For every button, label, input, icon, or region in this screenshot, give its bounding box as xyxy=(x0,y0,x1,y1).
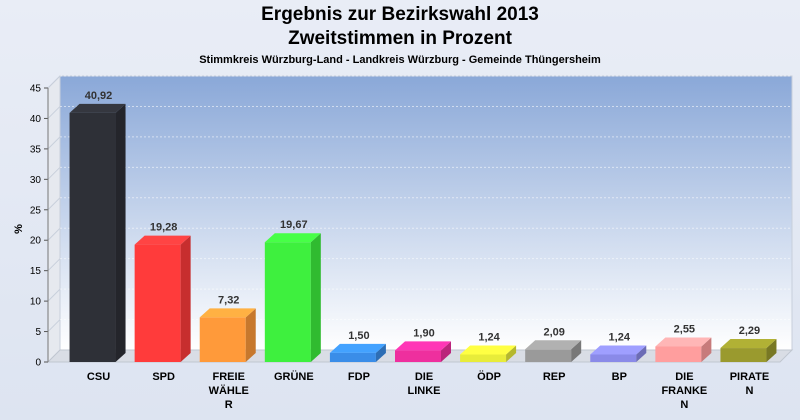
y-tick-label: 45 xyxy=(30,84,42,95)
grid-line-side xyxy=(47,106,61,119)
bar-value-label: 19,28 xyxy=(150,222,178,234)
y-tick-label: 40 xyxy=(30,114,42,125)
grid-line-side xyxy=(47,319,61,332)
y-tick-label: 20 xyxy=(30,236,42,247)
y-tick-label: 30 xyxy=(30,175,42,186)
category-label: PIRATE N xyxy=(730,371,770,397)
bar-front xyxy=(329,352,376,362)
bar-side xyxy=(636,345,647,362)
bar-top xyxy=(264,233,321,243)
bar-value-label: 40,92 xyxy=(85,90,113,102)
bar-front xyxy=(199,317,246,362)
category-label: FDP xyxy=(348,371,370,383)
y-tick-label: 0 xyxy=(35,358,41,369)
bar xyxy=(264,233,321,362)
bar-front xyxy=(460,354,507,362)
bar-top xyxy=(590,345,647,355)
bar-top xyxy=(720,339,777,349)
category-label: SPD xyxy=(152,371,175,383)
bar-front xyxy=(720,348,767,362)
bar-side xyxy=(375,343,386,362)
bar-top xyxy=(69,103,126,113)
bar-value-label: 1,24 xyxy=(478,331,500,343)
bar-side xyxy=(571,340,582,362)
bar-top xyxy=(655,337,712,347)
chart-title-line2: Zweitstimmen in Prozent xyxy=(288,28,512,49)
bar-side xyxy=(506,345,517,362)
y-tick-label: 35 xyxy=(30,144,42,155)
bar-top xyxy=(525,340,582,350)
category-label: FREIE WÄHLE R xyxy=(209,371,249,411)
bar-front xyxy=(264,242,311,362)
category-label: ÖDP xyxy=(477,370,501,383)
category-label: BP xyxy=(612,371,627,383)
y-tick-label: 10 xyxy=(30,297,42,308)
bar-value-label: 2,55 xyxy=(674,323,695,335)
category-label: REP xyxy=(543,371,566,383)
bar xyxy=(69,103,126,363)
bar-front xyxy=(655,346,702,362)
bar-side xyxy=(180,235,191,362)
bar-top xyxy=(199,308,256,318)
grid-line-side xyxy=(47,166,61,180)
bar-top xyxy=(460,345,517,355)
bar xyxy=(720,339,777,362)
bar xyxy=(134,235,191,362)
bar-side xyxy=(310,233,321,362)
bar-value-label: 19,67 xyxy=(280,219,308,231)
bar-top xyxy=(134,235,191,245)
grid-line-side xyxy=(47,288,61,302)
grid-line-side xyxy=(47,75,61,89)
bar xyxy=(655,337,712,362)
grid-line-side xyxy=(47,136,61,150)
bar xyxy=(199,308,256,362)
bar xyxy=(525,340,582,362)
category-label: GRÜNE xyxy=(274,370,314,383)
bar-value-label: 1,90 xyxy=(413,327,434,339)
bar-top xyxy=(395,341,451,351)
bar xyxy=(395,341,451,362)
bar-side xyxy=(245,308,256,362)
chart-subtitle: Stimmkreis Würzburg-Land - Landkreis Wür… xyxy=(199,54,601,66)
bar-front xyxy=(525,349,572,362)
bar-side xyxy=(441,341,451,362)
bar-front xyxy=(590,354,637,362)
bar xyxy=(329,343,386,362)
bar-side xyxy=(766,339,777,362)
category-label: DIE LINKE xyxy=(408,371,441,397)
plot-side-wall xyxy=(47,74,61,364)
y-tick-label: 25 xyxy=(30,205,42,216)
bar-side xyxy=(701,337,712,362)
category-label: CSU xyxy=(87,371,110,383)
grid-line-side xyxy=(47,197,61,211)
bar xyxy=(460,345,517,362)
category-label: DIE FRANKE N xyxy=(661,371,707,411)
bar-front xyxy=(134,244,181,362)
bar-value-label: 2,29 xyxy=(739,325,760,337)
bar-top xyxy=(329,343,386,353)
chart-title: Ergebnis zur Bezirkswahl 2013 xyxy=(261,4,539,25)
y-axis-label: % xyxy=(13,224,25,234)
bar-front xyxy=(395,350,441,362)
grid-line-side xyxy=(47,227,61,241)
bar-front xyxy=(69,112,116,362)
bar-value-label: 1,24 xyxy=(609,331,631,343)
bar-value-label: 1,50 xyxy=(348,330,369,342)
y-tick-label: 5 xyxy=(35,327,41,338)
bar-value-label: 2,09 xyxy=(543,326,564,338)
bar-side xyxy=(115,103,126,363)
grid-line-side xyxy=(47,258,61,272)
y-tick-label: 15 xyxy=(30,266,42,277)
bar-value-label: 7,32 xyxy=(218,294,239,306)
bar xyxy=(590,345,647,362)
